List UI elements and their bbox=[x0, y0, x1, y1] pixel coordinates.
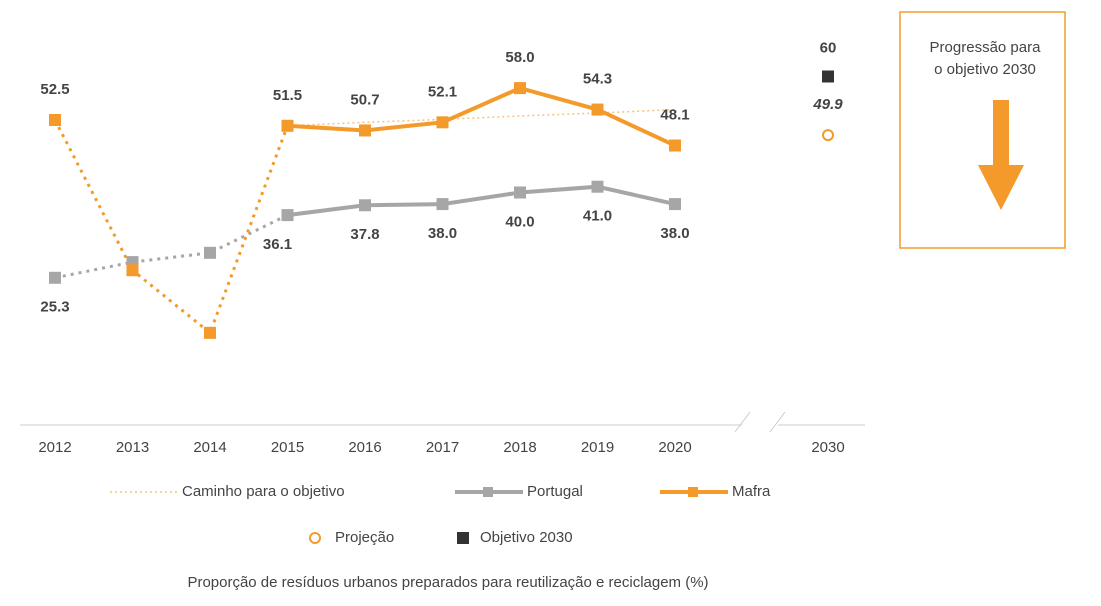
x-tick-label: 2030 bbox=[811, 439, 844, 456]
legend-marker bbox=[309, 532, 321, 544]
marker bbox=[436, 198, 449, 211]
marker bbox=[204, 246, 216, 259]
data-label: 54.3 bbox=[583, 71, 612, 88]
data-label: 25.3 bbox=[40, 299, 69, 316]
marker bbox=[591, 103, 604, 116]
data-label: 38.0 bbox=[428, 225, 457, 242]
x-tick-label: 2020 bbox=[658, 439, 691, 456]
data-label: 48.1 bbox=[660, 106, 689, 123]
marker bbox=[281, 119, 294, 132]
marker bbox=[514, 82, 526, 95]
marker bbox=[126, 264, 139, 277]
x-tick-label: 2016 bbox=[348, 439, 381, 456]
arrow bbox=[993, 100, 1009, 165]
arrow bbox=[978, 165, 1024, 210]
marker bbox=[822, 129, 834, 142]
annotation-box bbox=[899, 11, 1066, 249]
annotation: Progressão para bbox=[930, 39, 1042, 56]
marker bbox=[49, 271, 61, 284]
x-tick-label: 2019 bbox=[581, 439, 614, 456]
data-label: 38.0 bbox=[660, 225, 689, 242]
marker bbox=[359, 124, 371, 137]
marker bbox=[359, 199, 371, 212]
data-label: 36.1 bbox=[263, 236, 292, 253]
data-label: 41.0 bbox=[583, 208, 612, 225]
data-label: 52.5 bbox=[40, 81, 69, 98]
x-tick-label: 2017 bbox=[426, 439, 459, 456]
marker bbox=[204, 326, 216, 339]
legend-marker bbox=[483, 487, 493, 497]
series-line bbox=[54, 213, 289, 280]
legend-label: Objetivo 2030 bbox=[480, 529, 573, 546]
data-label: 49.9 bbox=[812, 96, 843, 113]
series-line bbox=[287, 85, 676, 148]
axis-break bbox=[769, 411, 786, 433]
series-line bbox=[287, 184, 676, 218]
marker bbox=[281, 209, 294, 222]
marker bbox=[49, 114, 61, 126]
legend-marker bbox=[457, 532, 469, 544]
legend-label: Mafra bbox=[732, 483, 771, 500]
data-label: 52.1 bbox=[428, 83, 457, 100]
axis-break bbox=[734, 411, 751, 433]
x-tick-label: 2015 bbox=[271, 439, 304, 456]
legend-label: Caminho para o objetivo bbox=[182, 483, 345, 500]
marker bbox=[591, 180, 604, 193]
x-label: Proporção de resíduos urbanos preparados… bbox=[187, 574, 708, 591]
data-label: 60 bbox=[820, 39, 837, 56]
legend-marker bbox=[688, 487, 698, 497]
data-label: 40.0 bbox=[505, 213, 534, 230]
x-tick-label: 2012 bbox=[38, 439, 71, 456]
series-line bbox=[53, 119, 289, 336]
annotation: o objetivo 2030 bbox=[934, 61, 1036, 78]
x-tick-label: 2018 bbox=[503, 439, 536, 456]
legend-label: Projeção bbox=[335, 529, 394, 546]
data-label: 37.8 bbox=[350, 226, 379, 243]
data-label: 50.7 bbox=[350, 91, 379, 108]
marker bbox=[436, 116, 449, 129]
data-label: 51.5 bbox=[273, 87, 302, 104]
data-label: 58.0 bbox=[505, 49, 534, 66]
marker bbox=[669, 139, 681, 152]
marker bbox=[669, 198, 681, 211]
x-tick-label: 2013 bbox=[116, 439, 149, 456]
marker bbox=[514, 186, 526, 199]
marker bbox=[822, 70, 834, 83]
legend-label: Portugal bbox=[527, 483, 583, 500]
x-tick-label: 2014 bbox=[193, 439, 226, 456]
